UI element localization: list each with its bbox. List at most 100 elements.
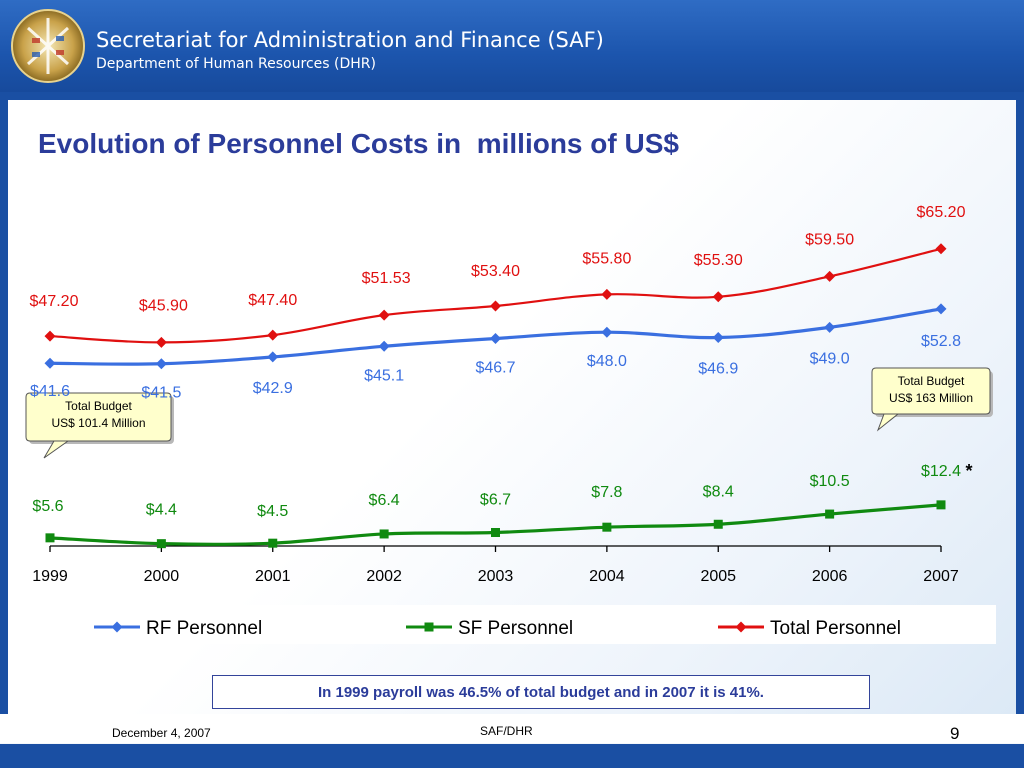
footnote-asterisk: *: [965, 461, 972, 481]
callout-2007: Total Budget US$ 163 Million: [871, 367, 993, 432]
data-point: [602, 522, 612, 532]
data-point: [490, 333, 501, 345]
legend-swatch-marker: [111, 621, 123, 633]
data-point: [155, 358, 167, 370]
data-label: $41.6: [30, 383, 70, 400]
callout-text: US$ 163 Million: [889, 391, 973, 405]
data-point: [267, 329, 279, 341]
legend-item-rf-personnel: RF Personnel: [94, 618, 262, 639]
x-tick-label: 2006: [812, 568, 848, 585]
x-tick-label: 2001: [255, 568, 291, 585]
data-label: $51.53: [362, 270, 411, 287]
data-point: [601, 288, 613, 300]
data-point: [601, 326, 613, 338]
data-label: $4.5: [257, 503, 288, 520]
data-label: $52.8: [921, 333, 961, 350]
legend: RF Personnel SF Personnel Total Personnel: [34, 605, 996, 644]
data-label: $41.5: [141, 385, 181, 402]
data-point: [935, 243, 947, 255]
x-tick-label: 2007: [923, 568, 959, 585]
footer-date: December 4, 2007: [112, 726, 211, 740]
legend-swatch-marker: [735, 621, 747, 633]
data-label: $12.4: [921, 463, 961, 480]
org-subtitle: Department of Human Resources (DHR): [96, 56, 376, 72]
legend-label: RF Personnel: [146, 618, 262, 639]
x-tick-label: 1999: [32, 568, 68, 585]
x-tick-label: 2005: [700, 568, 736, 585]
data-label: $8.4: [703, 483, 734, 500]
data-point: [155, 336, 167, 348]
data-label: $46.7: [475, 360, 515, 377]
callout-box: [871, 367, 991, 432]
callout-text: US$ 101.4 Million: [51, 416, 145, 430]
legend-label: SF Personnel: [458, 618, 573, 639]
legend-item-total-personnel: Total Personnel: [718, 618, 901, 639]
footer-center: SAF/DHR: [480, 724, 533, 738]
header-banner: Secretariat for Administration and Finan…: [0, 0, 1024, 92]
data-point: [825, 509, 835, 519]
series-line-sf-personnel: [49, 503, 942, 547]
data-label: $59.50: [805, 231, 854, 248]
data-label: $47.20: [30, 293, 79, 310]
data-label: $4.4: [146, 502, 177, 519]
data-point: [156, 539, 166, 549]
summary-note: In 1999 payroll was 46.5% of total budge…: [212, 675, 870, 709]
callout-text: Total Budget: [898, 374, 965, 388]
data-point: [824, 321, 836, 333]
x-tick-label: 2000: [144, 568, 180, 585]
data-labels: $41.6 $41.5 $42.9 $45.1 $46.7 $48.0 $46.9 $49.0…: [30, 204, 973, 520]
data-label: $6.7: [480, 492, 511, 509]
data-point: [712, 332, 724, 344]
data-point: [712, 291, 724, 303]
data-label: $65.20: [917, 204, 966, 221]
x-tick-label: 2002: [366, 568, 402, 585]
data-label: $7.8: [591, 484, 622, 501]
data-point: [491, 528, 500, 538]
callout-text: Total Budget: [65, 399, 132, 413]
chart-title: Evolution of Personnel Costs in millions…: [38, 128, 679, 159]
data-point: [44, 330, 56, 342]
x-axis: 1999 2000 2001 2002 2003 2004 2005 2006 2007: [32, 545, 959, 585]
data-label: $42.9: [253, 380, 293, 397]
data-label: $47.40: [248, 292, 297, 309]
callout-1999: Total Budget US$ 101.4 Million: [25, 392, 174, 459]
x-tick-label: 2003: [478, 568, 514, 585]
data-label: $55.80: [582, 250, 631, 267]
data-point: [713, 519, 723, 529]
oas-seal-logo-icon: [11, 9, 85, 83]
data-label: $53.40: [471, 263, 520, 280]
data-label: $46.9: [698, 361, 738, 378]
data-point: [268, 538, 278, 548]
callout-box: [25, 392, 172, 459]
data-label: $55.30: [694, 252, 743, 269]
series-layer: [44, 243, 947, 549]
data-point: [45, 533, 55, 543]
page-number: 9: [950, 724, 960, 743]
footer: December 4, 2007 SAF/DHR 9: [0, 714, 1024, 768]
data-label: $48.0: [587, 353, 627, 370]
data-point: [490, 300, 501, 312]
data-point: [936, 500, 946, 510]
x-tick-label: 2004: [589, 568, 625, 585]
data-point: [378, 340, 390, 352]
data-point: [379, 529, 389, 539]
data-point: [378, 309, 390, 321]
data-label: $45.1: [364, 367, 404, 384]
legend-label: Total Personnel: [770, 618, 901, 639]
data-label: $10.5: [810, 473, 850, 490]
org-title: Secretariat for Administration and Finan…: [96, 28, 604, 52]
data-label: $5.6: [32, 498, 63, 515]
legend-swatch-marker: [424, 622, 434, 632]
data-label: $49.0: [810, 350, 850, 367]
data-label: $45.90: [139, 297, 188, 314]
data-point: [44, 357, 56, 369]
legend-box: [34, 605, 996, 644]
legend-item-sf-personnel: SF Personnel: [406, 618, 573, 639]
data-point: [824, 270, 836, 282]
data-point: [267, 351, 279, 363]
data-point: [935, 303, 947, 315]
data-label: $6.4: [369, 492, 400, 509]
